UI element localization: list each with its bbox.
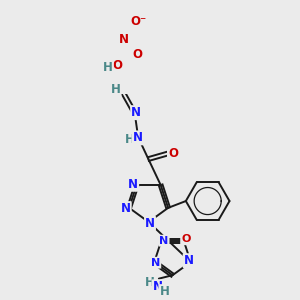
Text: O: O: [132, 48, 142, 61]
Text: N: N: [133, 131, 142, 144]
Text: H: H: [103, 61, 113, 74]
Text: O: O: [168, 147, 178, 160]
Text: O⁻: O⁻: [130, 15, 147, 28]
Text: N: N: [121, 202, 131, 215]
Text: O: O: [112, 59, 122, 72]
Text: N: N: [159, 236, 169, 246]
Text: N: N: [131, 106, 141, 119]
Text: O: O: [181, 234, 190, 244]
Text: N: N: [128, 178, 138, 191]
Text: H: H: [125, 133, 135, 146]
Text: H: H: [111, 83, 121, 96]
Text: N: N: [152, 280, 163, 293]
Text: H: H: [159, 285, 169, 298]
Text: N: N: [184, 254, 194, 267]
Text: N: N: [145, 217, 155, 230]
Text: N: N: [118, 33, 128, 46]
Text: N: N: [151, 258, 160, 268]
Text: H: H: [145, 275, 155, 289]
